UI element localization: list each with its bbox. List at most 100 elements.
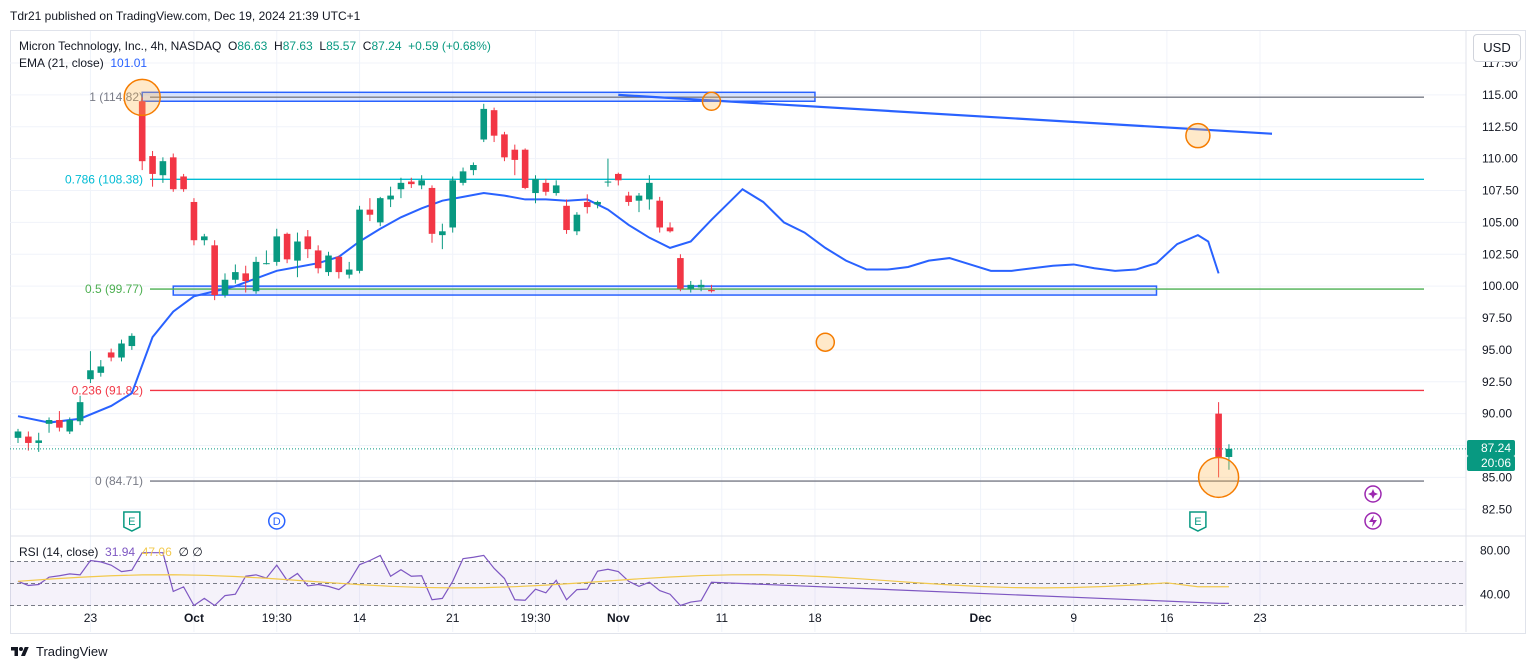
price-axis-label: 82.50 <box>1482 502 1512 516</box>
candle-body <box>470 165 477 171</box>
time-axis-label: Dec <box>970 611 992 625</box>
candle-body <box>252 261 260 292</box>
highlight-circle <box>701 91 722 111</box>
fib-level-label: 1 (114.82) <box>89 90 143 104</box>
candle-body <box>180 176 187 190</box>
candle-body <box>646 182 653 200</box>
close-value: 87.24 <box>371 39 402 53</box>
candle-body <box>263 263 270 265</box>
candle-body <box>149 156 156 174</box>
candle-body <box>408 181 415 185</box>
rsi-axis-label: 40.00 <box>1480 588 1510 602</box>
candle-body <box>107 352 115 358</box>
highlight-circle <box>815 332 836 352</box>
chart-frame[interactable] <box>10 30 1526 634</box>
candle-body <box>283 233 291 260</box>
candle-body <box>687 284 695 289</box>
grid <box>10 31 1526 632</box>
close-label: C <box>362 39 372 53</box>
publisher-text: Tdr21 published on TradingView.com, Dec … <box>10 9 361 23</box>
support-resistance-zone <box>172 285 1158 296</box>
footer: TradingView <box>10 644 108 659</box>
candle-body <box>273 236 281 262</box>
footer-brand: TradingView <box>36 644 108 659</box>
candle-body <box>211 245 218 296</box>
candle-body <box>697 284 705 288</box>
candle-body <box>366 209 374 215</box>
trendlines <box>618 93 1273 135</box>
tradingview-logo-icon <box>11 646 29 656</box>
price-axis-label: 92.50 <box>1482 375 1512 389</box>
candle-body <box>345 269 353 275</box>
time-axis-label: 23 <box>84 611 98 625</box>
candle-body <box>335 256 343 273</box>
lightning-glyph <box>1369 515 1377 527</box>
candle-body <box>521 149 529 188</box>
time-axis: 23 Oct 19:30 14 21 19:30 Nov 11 18 Dec 9 16 23 <box>84 611 1267 625</box>
candle-body <box>14 431 22 438</box>
change-value: +0.59 (+0.68%) <box>408 39 491 53</box>
price-axis-label: 90.00 <box>1482 407 1512 421</box>
fib-level-label: 0.786 (108.38) <box>65 172 143 186</box>
candle-body <box>376 198 384 223</box>
fib-retracement: 1 (114.82) 0.786 (108.38) 0.5 (99.77) 0.236… <box>65 90 1424 488</box>
time-axis-label: 19:30 <box>262 611 292 625</box>
high-label: H <box>274 39 283 53</box>
time-axis-label: 23 <box>1253 611 1267 625</box>
star-glyph <box>1368 489 1378 499</box>
candle-body <box>76 402 84 422</box>
countdown-badge: 20:06 <box>1467 456 1515 471</box>
price-axis-label: 85.00 <box>1482 470 1512 484</box>
candle-body <box>666 227 674 232</box>
candle-body <box>1215 413 1222 457</box>
fib-level-label: 0 (84.71) <box>95 474 143 488</box>
currency-button[interactable]: USD <box>1473 34 1521 62</box>
earnings-marker <box>1189 511 1207 532</box>
rsi-ma-value: 47.06 <box>141 545 172 559</box>
price-axis-label: 112.50 <box>1482 120 1518 134</box>
candle-body <box>294 241 301 261</box>
time-axis-label: 18 <box>808 611 822 625</box>
earnings-marker <box>123 511 141 532</box>
fib-level-label: 0.5 (99.77) <box>85 282 143 296</box>
candle-body <box>418 180 425 186</box>
candle-body <box>325 255 332 273</box>
highlights <box>123 78 1240 499</box>
candle-body <box>480 108 488 140</box>
dividend-marker-label: D <box>273 516 281 528</box>
fib-level-label: 0.236 (91.82) <box>72 383 143 397</box>
candle-body <box>625 195 632 202</box>
candle-body <box>563 205 570 231</box>
candle-body <box>25 436 32 443</box>
high-value: 87.63 <box>282 39 313 53</box>
candle-body <box>490 110 498 136</box>
candle-body <box>615 173 622 181</box>
ema-label: EMA (21, close) <box>19 56 104 70</box>
dividend-marker <box>268 512 286 530</box>
candle-body <box>552 185 560 194</box>
candle-body <box>604 181 612 183</box>
low-value: 85.57 <box>326 39 357 53</box>
candle-body <box>459 171 467 183</box>
ema-line <box>17 187 1220 424</box>
candle-body <box>511 149 519 160</box>
price-axis-label: 110.00 <box>1482 152 1518 166</box>
rsi-pane: 80.00 40.00 <box>10 544 1510 607</box>
earnings-marker-label: E <box>128 516 135 528</box>
rsi-legend: RSI (14, close) 31.94 47.06 ∅ ∅ <box>19 545 203 559</box>
price-axis-label: 115.00 <box>1482 88 1518 102</box>
candle-body <box>87 370 94 380</box>
candle-body <box>583 201 591 208</box>
candle-body <box>138 101 146 162</box>
time-axis-label: 16 <box>1160 611 1174 625</box>
rsi-label: RSI (14, close) <box>19 545 99 559</box>
candle-body <box>677 258 684 289</box>
earnings-marker-label: E <box>1194 516 1201 528</box>
candle-body <box>708 289 715 292</box>
price-axis-label: 97.50 <box>1482 311 1512 325</box>
low-label: L <box>319 39 327 53</box>
legend: Micron Technology, Inc., 4h, NASDAQ O86.… <box>19 38 491 72</box>
ema-value: 101.01 <box>110 56 148 70</box>
